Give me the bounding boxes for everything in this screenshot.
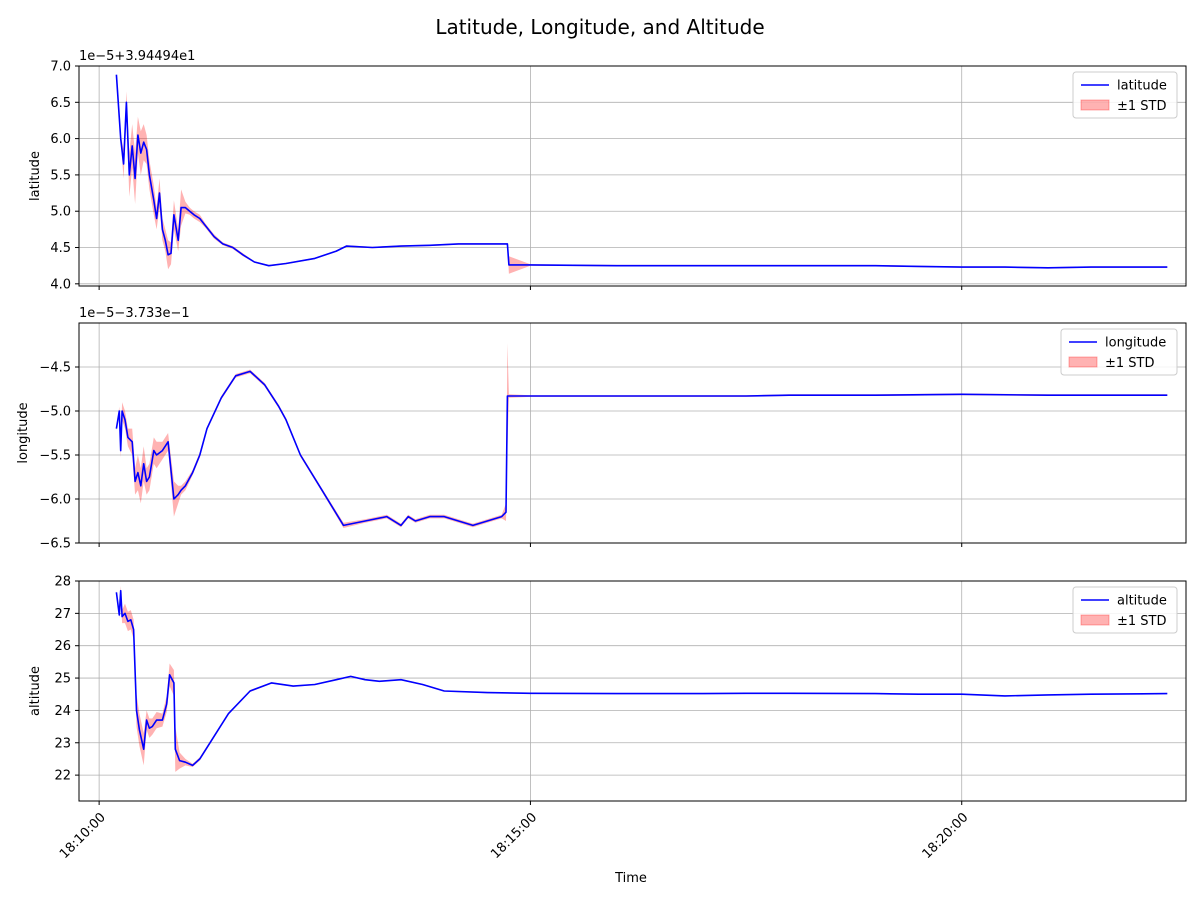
y-tick-label: 7.0 (50, 60, 71, 75)
legend-label: ±1 STD (1117, 614, 1167, 629)
y-tick-label: −6.5 (39, 537, 71, 552)
longitude-line (115, 370, 1168, 527)
y-tick-label: −4.5 (39, 361, 71, 376)
legend-band-swatch (1080, 99, 1110, 111)
figure-title: Latitude, Longitude, and Altitude (435, 15, 764, 39)
axes-frame (78, 322, 1187, 544)
legend-box (1072, 586, 1178, 634)
latitude-y-axis-label: latitude (28, 151, 43, 201)
legend-label: altitude (1117, 594, 1167, 609)
legend-label: ±1 STD (1105, 356, 1155, 371)
longitude-offset-text: 1e−5−3.733e−1 (79, 306, 190, 321)
panels: 4.0 4.5 5.0 5.5 6.0 6.5 7.0 1e−5+3.94494e1 latit… (16, 49, 1187, 862)
longitude-y-axis-label: longitude (16, 402, 31, 463)
legend-label: longitude (1105, 336, 1166, 351)
y-tick-label: 6.5 (50, 96, 71, 111)
x-tick-label: 18:10:00 (57, 810, 109, 862)
panel-longitude: −6.5 −6.0 −5.5 −5.0 −4.5 1e−5−3.733e−1 longitu… (16, 306, 1187, 552)
y-tick-label: 27 (54, 607, 71, 622)
legend-box (1060, 328, 1178, 376)
y-tick-label: 22 (54, 769, 71, 784)
altitude-line (115, 589, 1168, 767)
y-tick-label: 28 (54, 575, 71, 590)
legend-label: latitude (1117, 79, 1167, 94)
legend-band-swatch (1068, 356, 1098, 368)
x-axis-label: Time (614, 871, 647, 886)
latitude-legend: latitude ±1 STD (1072, 71, 1178, 119)
y-tick-label: 4.0 (50, 277, 71, 292)
y-tick-label: −6.0 (39, 493, 71, 508)
y-tick-label: 5.0 (50, 205, 71, 220)
axes-frame (78, 580, 1187, 802)
panel-altitude: 22 23 24 25 26 27 28 18:10:00 18:15:00 18:20:00 al… (28, 575, 1187, 862)
longitude-std-band (116, 343, 1168, 528)
latitude-line (115, 74, 1168, 269)
y-tick-label: 6.0 (50, 132, 71, 147)
legend-band-swatch (1080, 614, 1110, 626)
y-tick-label: −5.0 (39, 405, 71, 420)
x-tick-label: 18:20:00 (920, 810, 972, 862)
y-tick-label: −5.5 (39, 449, 71, 464)
altitude-std-band (116, 585, 1168, 772)
y-tick-label: 23 (54, 736, 71, 751)
longitude-legend: longitude ±1 STD (1060, 328, 1178, 376)
y-tick-label: 5.5 (50, 168, 71, 183)
altitude-legend: altitude ±1 STD (1072, 586, 1178, 634)
x-tick-label: 18:15:00 (488, 810, 540, 862)
axes-frame (78, 65, 1187, 287)
latitude-std-band (116, 74, 1168, 274)
latitude-offset-text: 1e−5+3.94494e1 (79, 49, 195, 64)
y-tick-label: 4.5 (50, 241, 71, 256)
y-tick-label: 24 (54, 704, 71, 719)
y-tick-label: 26 (54, 639, 71, 654)
panel-latitude: 4.0 4.5 5.0 5.5 6.0 6.5 7.0 1e−5+3.94494e1 latit… (28, 49, 1187, 292)
legend-box (1072, 71, 1178, 119)
legend-label: ±1 STD (1117, 99, 1167, 114)
altitude-y-axis-label: altitude (28, 666, 43, 716)
y-tick-label: 25 (54, 672, 71, 687)
